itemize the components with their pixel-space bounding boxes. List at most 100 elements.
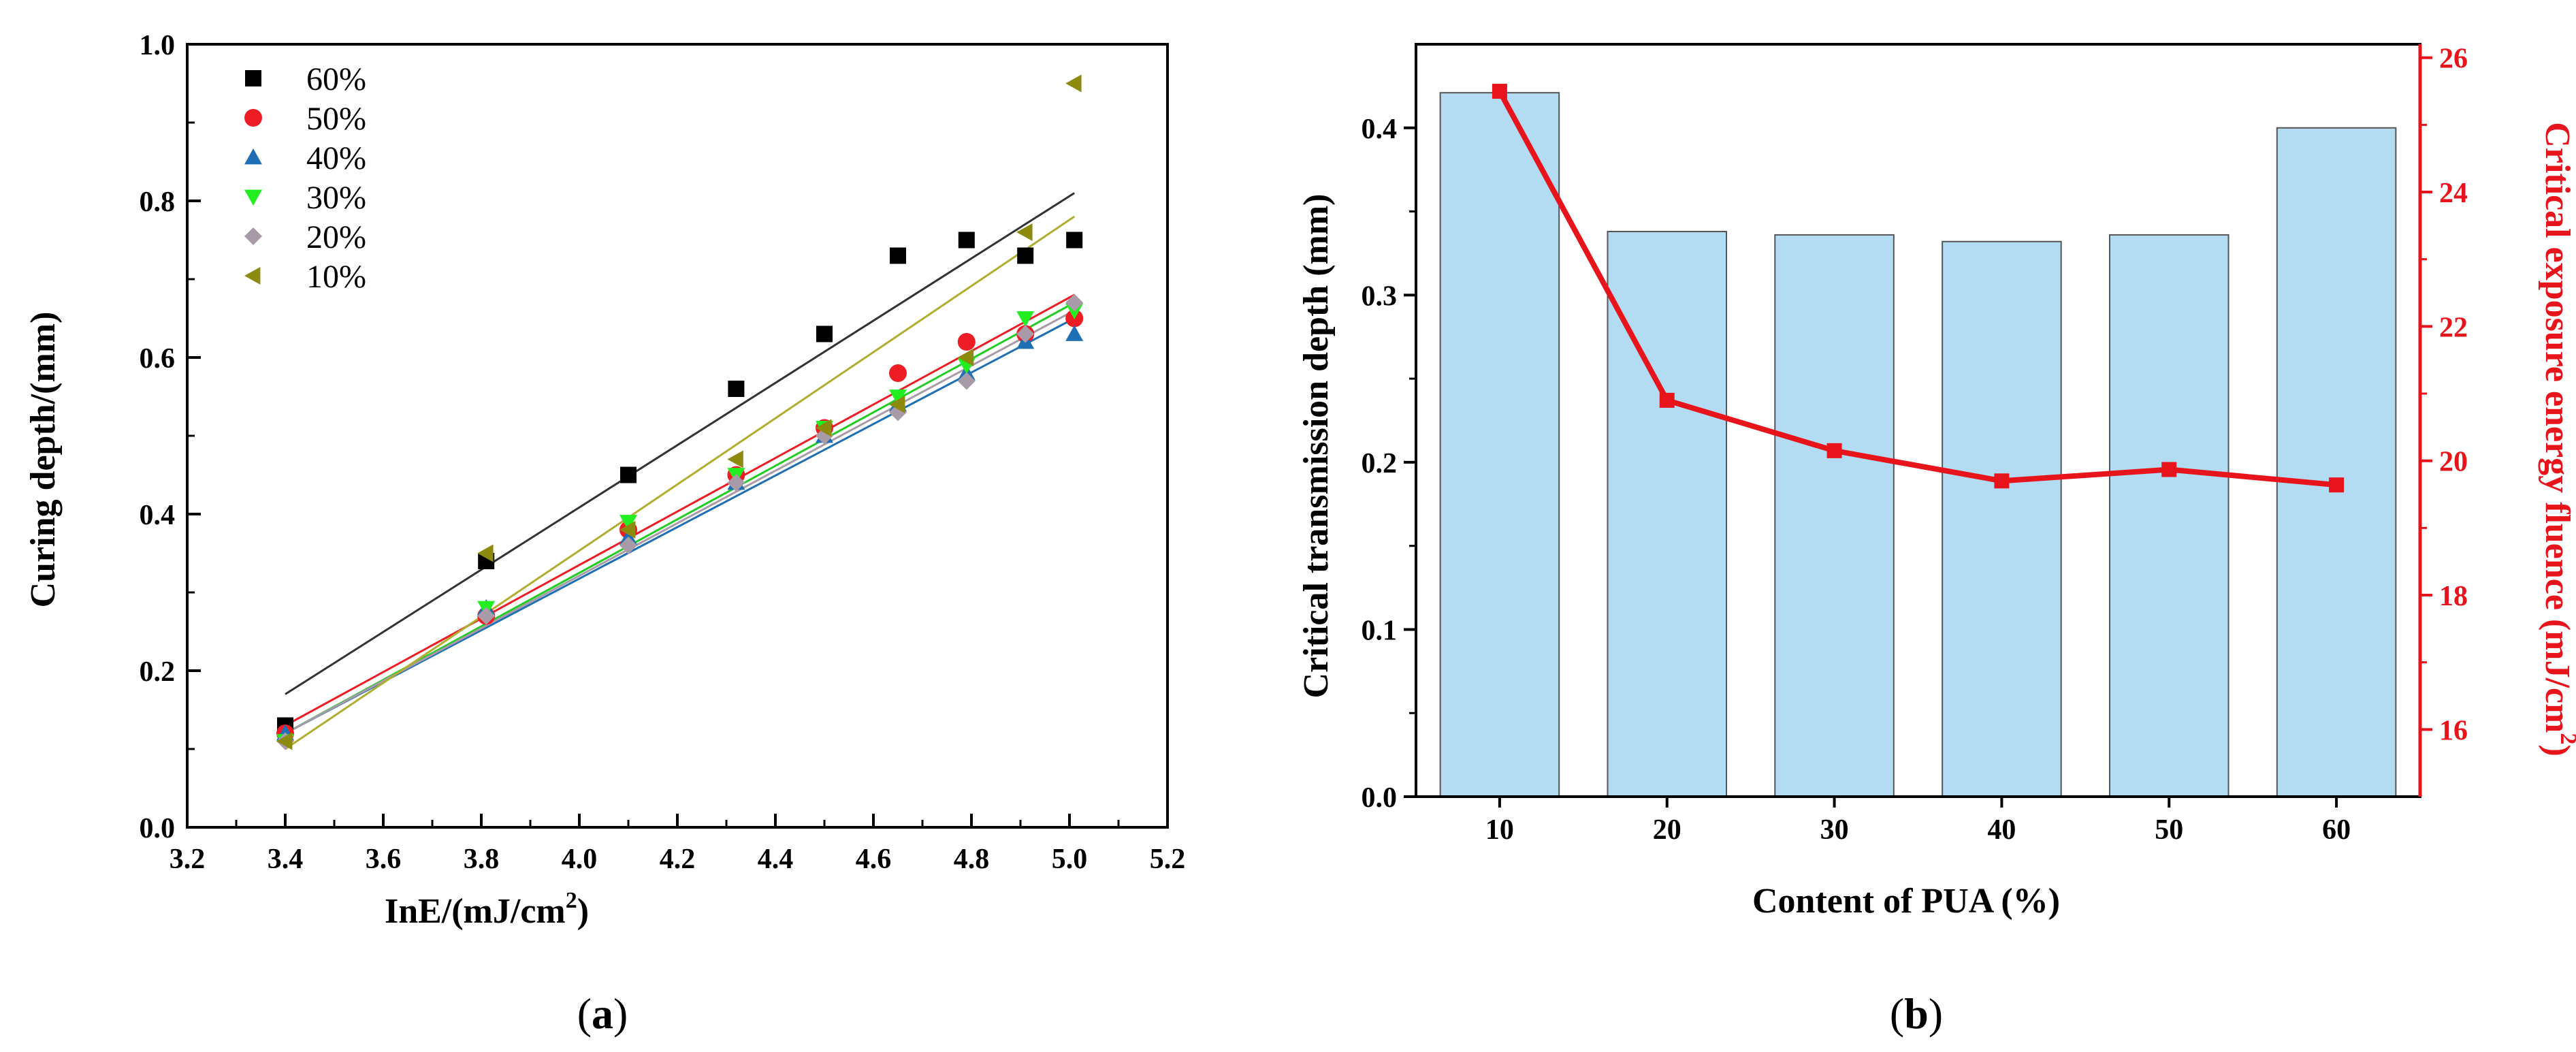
panel-a-label: (a)	[577, 989, 628, 1038]
x-tick-label: 5.0	[1052, 844, 1088, 875]
data-point-20pct-2	[619, 537, 637, 554]
y-tick-label: 0.4	[140, 500, 176, 531]
fit-line-50pct	[285, 293, 1075, 727]
legend-label-30pct: 30%	[306, 180, 366, 216]
data-point-10pct-2	[619, 521, 636, 539]
y-tick-label: 1.0	[140, 30, 176, 61]
x-tick-label: 50	[2155, 814, 2183, 846]
y-tick-label: 0.2	[140, 656, 176, 688]
y-left-tick-label: 0.2	[1362, 448, 1398, 479]
panel-a-y-axis-title: Curing depth/(mm)	[24, 312, 63, 608]
data-point-10pct-0	[276, 732, 293, 750]
legend-label-10pct: 10%	[306, 259, 366, 295]
data-point-30pct-5	[889, 389, 907, 406]
x-tick-label: 4.2	[660, 844, 696, 875]
panel-b-label: (b)	[1890, 989, 1943, 1038]
fit-line-30pct	[285, 302, 1075, 735]
panel-a-x-ticks: 3.2 3.4 3.6 3.8 4.0 4.2 4.4 4.6 4.8 5.0 5.2	[170, 814, 1186, 875]
data-point-10pct-6	[957, 349, 974, 366]
data-point-20pct-1	[477, 607, 496, 625]
data-point-50pct-5	[889, 364, 907, 382]
y-right-tick-label: 24	[2439, 178, 2468, 209]
data-point-10pct-3	[727, 450, 743, 468]
data-point-60pct-2	[620, 466, 637, 483]
legend-marker-50pct	[244, 109, 262, 127]
panel-b-left-y-axis-title: Critical transmission depth (mm)	[1297, 194, 1336, 699]
data-point-20pct-7	[1016, 325, 1035, 343]
panel-b-fluence-line	[1497, 90, 2337, 488]
x-tick-label: 20	[1653, 814, 1681, 846]
x-tick-label: 4.6	[856, 844, 892, 875]
x-tick-label: 3.4	[268, 844, 304, 875]
bar-pua-60	[2276, 127, 2397, 797]
panel-b-right-y-ticks: 16 18 20 22 24 26	[2420, 44, 2468, 746]
x-tick-label: 40	[1987, 814, 2016, 846]
data-point-10pct-5	[889, 396, 905, 413]
panel-b-x-ticks: 10 20 30 40 50 60	[1485, 797, 2351, 846]
x-tick-label: 30	[1820, 814, 1849, 846]
fit-line-60pct	[285, 192, 1076, 695]
fit-line-40pct	[285, 317, 1075, 735]
legend-label-50pct: 50%	[306, 101, 366, 137]
data-point-10pct-4	[816, 419, 832, 437]
panel-a-fit-lines	[285, 192, 1076, 750]
data-point-40pct-8	[1065, 325, 1084, 341]
y-right-tick-label: 18	[2439, 581, 2468, 612]
data-point-30pct-2	[619, 515, 637, 531]
panel-b-left-y-ticks: 0.0 0.1 0.2 0.3 0.4	[1362, 114, 1416, 814]
y-tick-label: 0.0	[140, 813, 176, 844]
panel-b-right-y-axis-title: Critical exposure energy fluence (mJ/cm2…	[2538, 122, 2576, 756]
x-tick-label: 3.6	[366, 844, 402, 875]
legend-marker-10pct	[244, 267, 261, 285]
fluence-point-50	[2161, 462, 2177, 477]
fit-line-20pct	[285, 309, 1075, 735]
y-right-tick-label: 22	[2439, 312, 2468, 343]
fluence-point-10	[1492, 84, 1507, 99]
legend-label-60pct: 60%	[306, 61, 366, 97]
x-tick-label: 3.2	[170, 844, 206, 875]
y-right-tick-label: 16	[2439, 715, 2468, 746]
panel-a-y-ticks: 0.0 0.2 0.4 0.6 0.8 1.0	[140, 30, 201, 844]
fluence-point-30	[1826, 443, 1842, 458]
x-tick-label: 4.8	[954, 844, 990, 875]
legend-marker-60pct	[245, 70, 261, 86]
data-point-60pct-7	[1017, 247, 1034, 264]
x-tick-label: 4.0	[562, 844, 598, 875]
data-point-20pct-3	[727, 474, 745, 492]
y-right-tick-label: 20	[2439, 447, 2468, 478]
data-point-30pct-7	[1016, 311, 1035, 328]
data-point-10pct-8	[1065, 74, 1082, 93]
y-right-tick-label: 26	[2439, 44, 2468, 75]
x-tick-label: 3.8	[464, 844, 500, 875]
panel-a-x-axis-title: InE/(mJ/cm2)	[385, 888, 589, 931]
legend-label-20pct: 20%	[306, 219, 366, 255]
data-point-60pct-3	[728, 381, 745, 397]
panel-b-fluence-markers	[1492, 84, 2345, 493]
data-point-10pct-1	[477, 544, 494, 562]
fit-line-10pct	[285, 215, 1076, 750]
data-point-10pct-7	[1016, 223, 1033, 241]
bar-pua-20	[1607, 231, 1728, 797]
bar-pua-10	[1439, 92, 1560, 798]
y-tick-label: 0.8	[140, 187, 176, 218]
panel-a-legend: 60% 50%40% 30%20% 10%	[244, 61, 366, 295]
legend-marker-20pct	[244, 227, 262, 245]
data-point-60pct-8	[1066, 232, 1083, 249]
x-tick-label: 5.2	[1150, 844, 1186, 875]
x-tick-label: 4.4	[758, 844, 794, 875]
data-point-50pct-6	[957, 333, 976, 351]
panel-a-data-markers	[276, 74, 1084, 750]
bar-pua-50	[2108, 234, 2229, 797]
x-tick-label: 10	[1485, 814, 1514, 846]
data-point-60pct-5	[890, 247, 906, 264]
panel-a-scatter-chart: 3.2 3.4 3.6 3.8 4.0 4.2 4.4 4.6 4.8 5.0 5.2 0.0 0.2…	[24, 30, 1185, 1038]
data-point-20pct-6	[957, 372, 976, 390]
y-left-tick-label: 0.0	[1362, 782, 1398, 814]
bar-pua-40	[1942, 240, 2062, 797]
legend-label-40pct: 40%	[306, 140, 366, 176]
y-left-tick-label: 0.4	[1362, 114, 1398, 145]
fluence-point-60	[2329, 477, 2345, 493]
panel-b-x-axis-title: Content of PUA (%)	[1752, 882, 2060, 921]
legend-marker-40pct	[244, 148, 262, 165]
